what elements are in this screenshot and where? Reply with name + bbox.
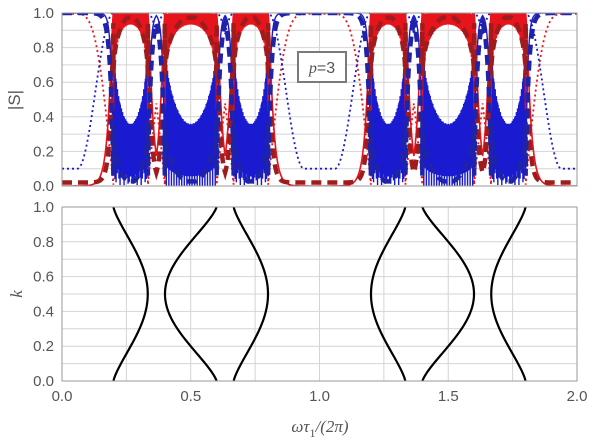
band-curve (112, 207, 149, 381)
bottom-y-tick-labels: 0.0 0.2 0.4 0.6 0.8 1.0 (33, 199, 54, 390)
bottom-y-tick-label: 0.0 (33, 373, 54, 390)
bottom-grid (62, 207, 577, 381)
bottom-y-tick-label: 0.4 (33, 303, 54, 320)
x-tick-label: 2.0 (567, 388, 588, 405)
top-y-tick-label: 1.0 (33, 5, 54, 22)
top-y-tick-label: 0.2 (33, 143, 54, 160)
bottom-y-tick-label: 0.6 (33, 269, 54, 286)
band-curve (232, 207, 270, 381)
top-y-tick-label: 0.0 (33, 178, 54, 195)
top-frame (61, 12, 578, 187)
band-curve (421, 207, 476, 381)
top-y-tick-label: 0.4 (33, 109, 54, 126)
x-tick-label: 1.0 (309, 388, 330, 405)
band-curve (369, 207, 407, 381)
annotation-box (297, 51, 347, 83)
bottom-frame (61, 206, 578, 382)
top-y-tick-label: 0.8 (33, 40, 54, 57)
bottom-y-tick-label: 1.0 (33, 199, 54, 216)
x-tick-label: 0.0 (52, 388, 73, 405)
band-curve (490, 207, 527, 381)
bottom-curves (112, 207, 527, 381)
x-tick-labels: 0.0 0.5 1.0 1.5 2.0 (52, 388, 588, 405)
top-y-axis-label: |S| (5, 90, 24, 110)
bottom-panel-k: 0.0 0.2 0.4 0.6 0.8 1.0 0.0 0.5 1.0 1.5 2.0 k ωτ1… (7, 199, 587, 440)
x-tick-label: 0.5 (180, 388, 201, 405)
series-darkred-dashed (62, 15, 577, 185)
top-y-tick-label: 0.6 (33, 74, 54, 91)
band-curve (163, 207, 218, 381)
bottom-y-axis-label: k (7, 290, 26, 298)
top-y-tick-labels: 0.0 0.2 0.4 0.6 0.8 1.0 (33, 5, 54, 195)
top-panel-s-magnitude: 0.0 0.2 0.4 0.6 0.8 1.0 |S| p=3 (5, 5, 578, 195)
annotation-p3: p=3 (308, 60, 335, 77)
series-blue-dashed (62, 13, 577, 184)
bottom-y-tick-label: 0.2 (33, 338, 54, 355)
x-axis-label: ωτ1/(2π) (291, 417, 348, 440)
bottom-y-tick-label: 0.8 (33, 234, 54, 251)
top-curves (62, 13, 577, 186)
x-tick-label: 1.5 (438, 388, 459, 405)
